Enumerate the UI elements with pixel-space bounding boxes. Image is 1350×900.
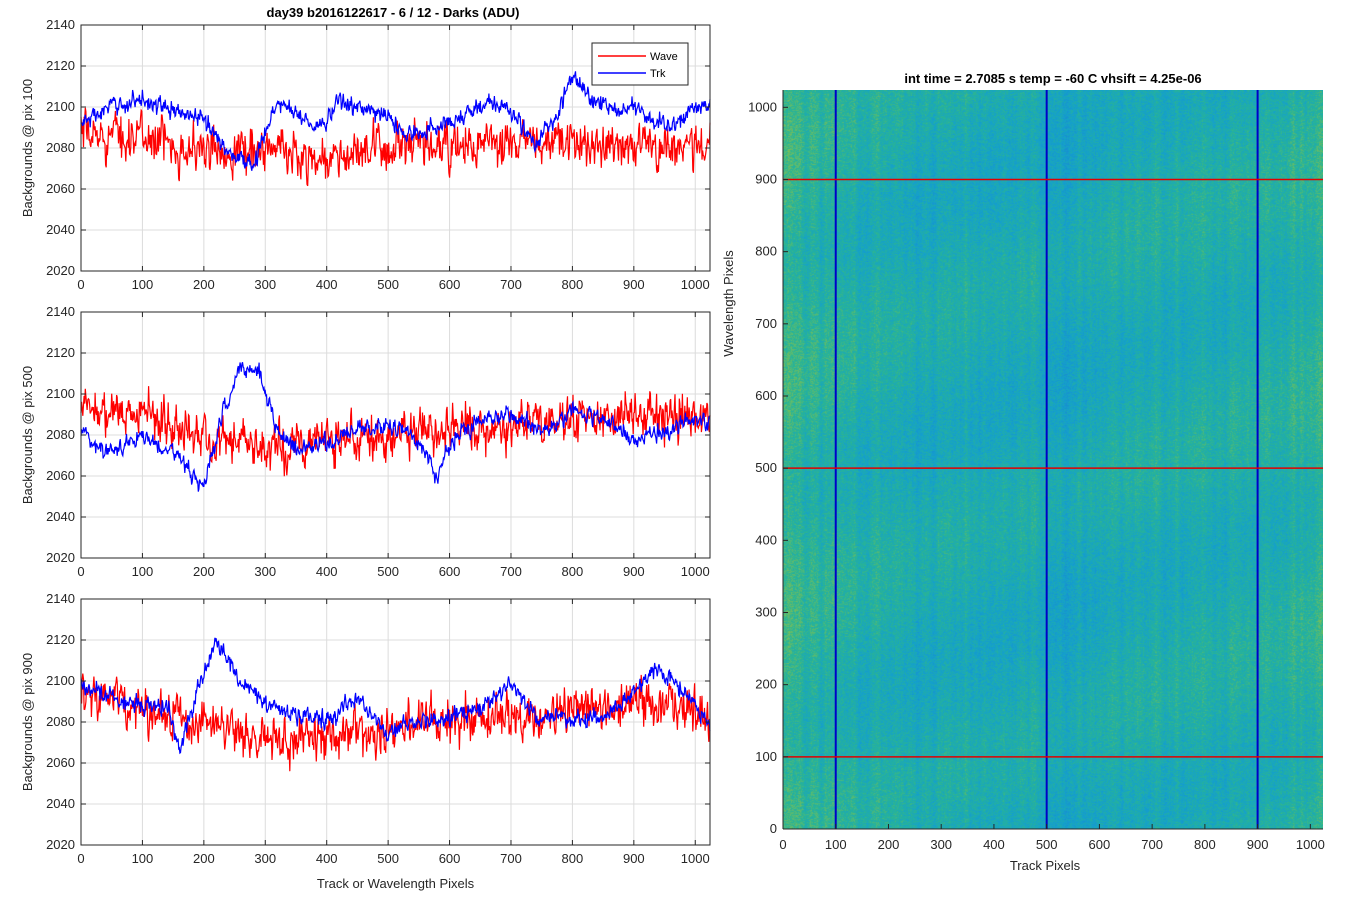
- y-tick-label: 900: [755, 171, 777, 186]
- x-tick-label: 1000: [681, 564, 710, 579]
- y-tick-label: 2020: [46, 263, 75, 278]
- figure-title: day39 b2016122617 - 6 / 12 - Darks (ADU): [267, 5, 520, 20]
- y-tick-label: 800: [755, 244, 777, 259]
- x-tick-label: 300: [930, 837, 952, 852]
- x-tick-label: 800: [562, 564, 584, 579]
- x-tick-label: 600: [439, 851, 461, 866]
- y-tick-label: 300: [755, 604, 777, 619]
- x-tick-label: 900: [623, 277, 645, 292]
- x-tick-label: 500: [377, 564, 399, 579]
- y-tick-label: 2140: [46, 591, 75, 606]
- y-axis-label: Backgrounds @ pix 900: [20, 653, 35, 791]
- x-tick-label: 400: [983, 837, 1005, 852]
- x-tick-label: 900: [1247, 837, 1269, 852]
- y-tick-label: 2020: [46, 550, 75, 565]
- x-tick-label: 400: [316, 277, 338, 292]
- x-tick-label: 1000: [681, 851, 710, 866]
- y-tick-label: 2080: [46, 714, 75, 729]
- y-tick-label: 500: [755, 460, 777, 475]
- line-panel-pix-100: 0 100 200 300 400 500 600 700 800 900 1000 2020 2040…: [20, 17, 711, 292]
- y-tick-label: 2120: [46, 345, 75, 360]
- heatmap-panel: int time = 2.7085 s temp = -60 C vhsift …: [721, 71, 1325, 873]
- x-tick-label: 900: [623, 564, 645, 579]
- x-tick-label: 800: [1194, 837, 1216, 852]
- x-tick-label: 500: [1036, 837, 1058, 852]
- y-axis-label: Backgrounds @ pix 100: [20, 79, 35, 217]
- y-tick-label: 0: [770, 821, 777, 836]
- y-axis-label: Wavelength Pixels: [721, 250, 736, 357]
- legend-label-wave: Wave: [650, 51, 678, 63]
- y-tick-label: 2120: [46, 632, 75, 647]
- y-tick-label: 2080: [46, 427, 75, 442]
- x-tick-label: 600: [439, 564, 461, 579]
- x-tick-label: 300: [254, 851, 276, 866]
- heatmap-title: int time = 2.7085 s temp = -60 C vhsift …: [904, 71, 1201, 86]
- y-tick-label: 2100: [46, 386, 75, 401]
- x-tick-label: 800: [562, 851, 584, 866]
- legend-label-trk: Trk: [650, 68, 666, 80]
- x-tick-label: 100: [132, 851, 154, 866]
- y-tick-label: 700: [755, 316, 777, 331]
- x-tick-label: 200: [878, 837, 900, 852]
- x-axis-label: Track or Wavelength Pixels: [317, 876, 475, 891]
- y-tick-label: 2040: [46, 796, 75, 811]
- y-tick-label: 200: [755, 677, 777, 692]
- y-tick-label: 2060: [46, 755, 75, 770]
- x-tick-label: 400: [316, 564, 338, 579]
- x-tick-label: 100: [825, 837, 847, 852]
- series-line-trk: [80, 362, 711, 492]
- x-tick-label: 0: [77, 851, 84, 866]
- x-tick-label: 700: [500, 277, 522, 292]
- x-tick-label: 300: [254, 277, 276, 292]
- x-tick-label: 0: [779, 837, 786, 852]
- y-tick-label: 1000: [748, 99, 777, 114]
- x-tick-label: 500: [377, 851, 399, 866]
- x-tick-label: 300: [254, 564, 276, 579]
- y-tick-label: 600: [755, 388, 777, 403]
- series-line-trk: [80, 71, 711, 171]
- y-tick-label: 2060: [46, 181, 75, 196]
- x-tick-label: 700: [500, 851, 522, 866]
- x-tick-label: 400: [316, 851, 338, 866]
- y-tick-label: 2040: [46, 509, 75, 524]
- x-tick-label: 900: [623, 851, 645, 866]
- x-tick-label: 100: [132, 277, 154, 292]
- legend: Wave Trk: [591, 42, 689, 86]
- x-tick-label: 600: [1089, 837, 1111, 852]
- x-tick-label: 1000: [1296, 837, 1325, 852]
- x-tick-label: 600: [439, 277, 461, 292]
- y-tick-label: 2100: [46, 673, 75, 688]
- y-axis-label: Backgrounds @ pix 500: [20, 366, 35, 504]
- x-tick-label: 200: [193, 564, 215, 579]
- y-tick-label: 2140: [46, 17, 75, 32]
- y-tick-label: 2140: [46, 304, 75, 319]
- x-tick-label: 1000: [681, 277, 710, 292]
- x-tick-label: 800: [562, 277, 584, 292]
- heatmap-image: [783, 90, 1323, 829]
- y-tick-label: 400: [755, 532, 777, 547]
- y-tick-label: 2060: [46, 468, 75, 483]
- legend-box: [591, 42, 689, 86]
- y-tick-label: 2100: [46, 99, 75, 114]
- x-tick-label: 200: [193, 851, 215, 866]
- x-tick-label: 700: [1141, 837, 1163, 852]
- x-tick-label: 0: [77, 277, 84, 292]
- series-line-trk: [80, 637, 711, 755]
- y-tick-label: 2080: [46, 140, 75, 155]
- y-tick-label: 100: [755, 749, 777, 764]
- y-tick-label: 2120: [46, 58, 75, 73]
- x-tick-label: 100: [132, 564, 154, 579]
- x-tick-label: 200: [193, 277, 215, 292]
- x-axis-label: Track Pixels: [1010, 858, 1081, 873]
- y-tick-label: 2020: [46, 837, 75, 852]
- y-tick-label: 2040: [46, 222, 75, 237]
- line-panel-pix-500: 0 100 200 300 400 500 600 700 800 900 1000 2020 2040…: [20, 304, 711, 579]
- x-tick-label: 0: [77, 564, 84, 579]
- line-panel-pix-900: 0 100 200 300 400 500 600 700 800 900 1000 2020 2040…: [20, 591, 711, 891]
- x-tick-label: 700: [500, 564, 522, 579]
- series-line-wave: [80, 107, 711, 187]
- x-tick-label: 500: [377, 277, 399, 292]
